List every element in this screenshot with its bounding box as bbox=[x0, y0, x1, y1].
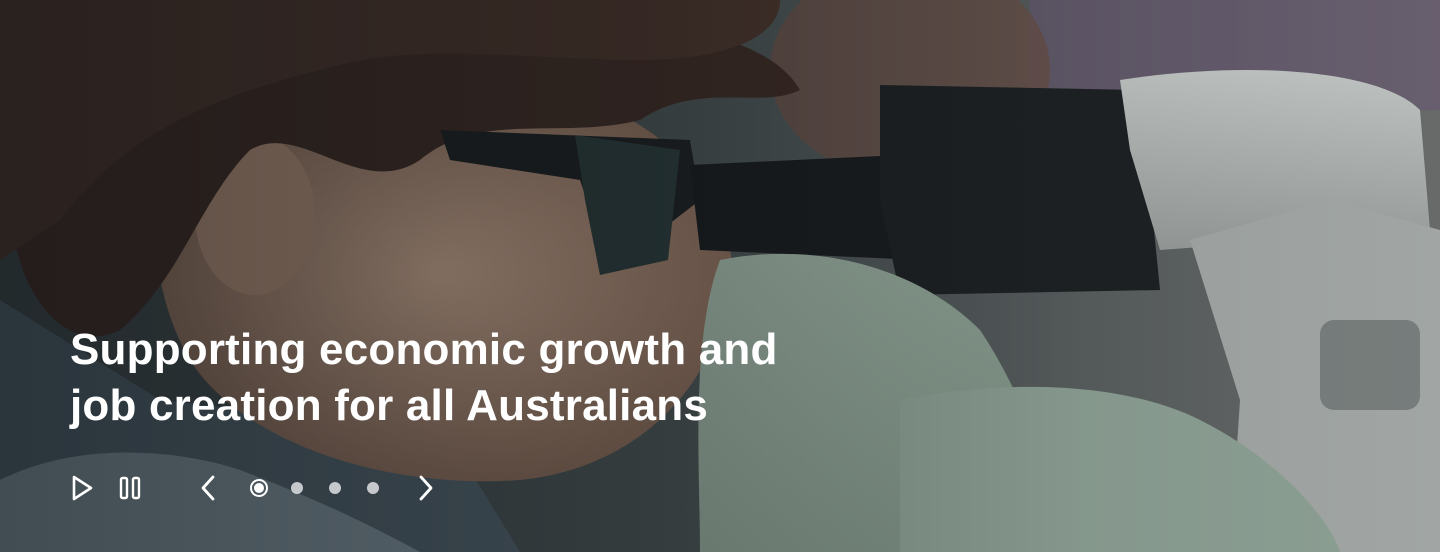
previous-slide-button[interactable] bbox=[192, 470, 224, 506]
hero-headline-line-2: job creation for all Australians bbox=[70, 381, 709, 430]
hero-headline-line-1: Supporting economic growth and bbox=[70, 325, 778, 374]
pause-icon bbox=[119, 476, 141, 500]
slide-indicator-4[interactable] bbox=[366, 481, 380, 495]
play-icon bbox=[72, 475, 93, 501]
play-button[interactable] bbox=[66, 470, 98, 506]
slide-indicator-dot bbox=[329, 482, 341, 494]
pause-button[interactable] bbox=[114, 470, 146, 506]
slide-indicators bbox=[250, 479, 404, 497]
slide-indicator-2[interactable] bbox=[290, 481, 304, 495]
next-slide-button[interactable] bbox=[410, 470, 442, 506]
slide-indicator-3[interactable] bbox=[328, 481, 342, 495]
slide-indicator-dot bbox=[291, 482, 303, 494]
chevron-right-icon bbox=[419, 475, 433, 501]
carousel-controls bbox=[66, 470, 442, 506]
slide-indicator-dot bbox=[254, 483, 264, 493]
chevron-left-icon bbox=[201, 475, 215, 501]
hero-headline: Supporting economic growth and job creat… bbox=[70, 322, 890, 434]
slide-indicator-1[interactable] bbox=[250, 479, 268, 497]
slide-indicator-dot bbox=[367, 482, 379, 494]
